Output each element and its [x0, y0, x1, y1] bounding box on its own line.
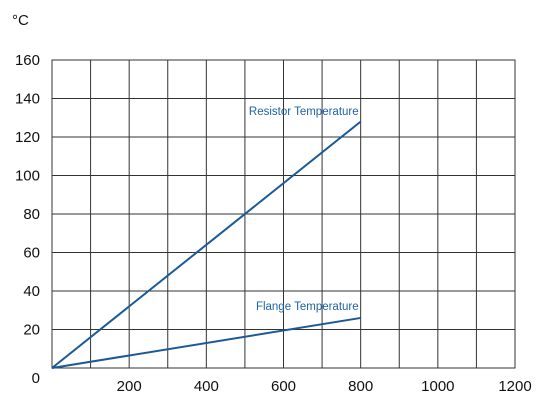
x-tick-label: 800: [348, 378, 373, 395]
series-label: Flange Temperature: [256, 301, 359, 313]
y-tick-label: 160: [15, 52, 40, 69]
y-tick-label: 0: [32, 370, 40, 387]
series-group: Resistor Temperature Flange Temperature: [51, 106, 362, 369]
y-tick-label: 60: [23, 245, 40, 262]
y-tick-label: 140: [15, 91, 40, 108]
y-tick-label: 20: [23, 322, 40, 339]
x-tick-label: 600: [271, 378, 296, 395]
x-tick-label: 200: [117, 378, 142, 395]
x-axis-ticks: 200 400 600 800 1000 1200: [117, 378, 532, 395]
x-tick-label: 1200: [498, 378, 531, 395]
plot-frame: [51, 59, 516, 369]
series-line: [51, 316, 361, 369]
series-label: Resistor Temperature: [249, 106, 359, 118]
x-tick-label: 400: [194, 378, 219, 395]
x-tick-label: 1000: [421, 378, 454, 395]
y-tick-label: 40: [23, 283, 40, 300]
y-axis-ticks: 0 20 40 60 80 100 120 140 160: [15, 52, 40, 387]
y-tick-label: 120: [15, 129, 40, 146]
y-axis-unit-label: °C: [12, 12, 29, 29]
y-tick-label: 100: [15, 168, 40, 185]
grid: [52, 60, 515, 368]
y-tick-label: 80: [23, 206, 40, 223]
series-line: [51, 120, 362, 369]
